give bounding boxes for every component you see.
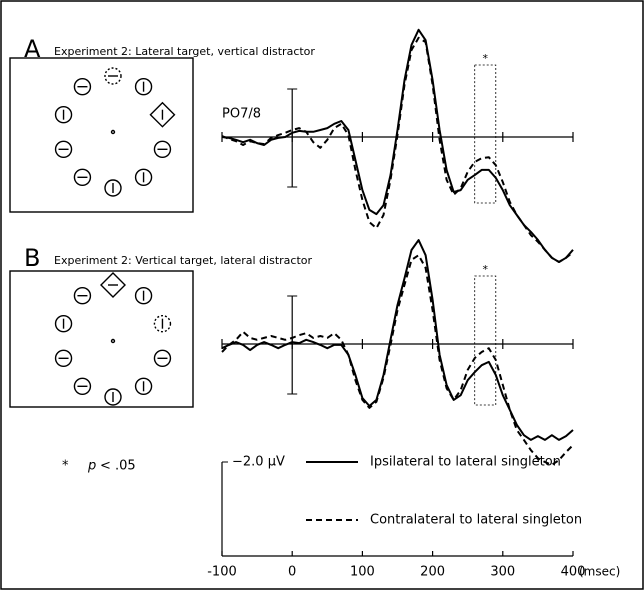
- channel-label: PO7/8: [222, 107, 261, 122]
- x-axis-label: (msec): [579, 565, 620, 579]
- x-tick-label: 0: [288, 565, 296, 580]
- circle-item: [134, 168, 153, 187]
- footnote-text: < .05: [100, 459, 136, 474]
- display-frame: [9, 57, 194, 213]
- scale-bar-label: −2.0 µV: [232, 455, 285, 470]
- circle-item: [54, 314, 73, 333]
- circle-item: [153, 314, 172, 333]
- circle-item: [54, 349, 73, 368]
- circle-item: [54, 105, 73, 124]
- x-tick-label: 100: [350, 565, 375, 580]
- x-tick-label: 300: [490, 565, 515, 580]
- diamond-item: [149, 101, 176, 128]
- waveform: [221, 239, 574, 441]
- circle-item: [134, 286, 153, 305]
- footnote-symbol: p: [87, 459, 96, 474]
- circle-item: [153, 140, 172, 159]
- panel-label: B: [24, 244, 40, 272]
- stimulus-display: [9, 270, 194, 408]
- circle-item: [73, 377, 92, 396]
- circle-item: [73, 286, 92, 305]
- significance-marker: *: [483, 263, 489, 276]
- display-frame: [9, 270, 194, 408]
- circle-item: [134, 377, 153, 396]
- legend-label: Ipsilateral to lateral singleton: [370, 455, 561, 470]
- stimulus-display: [9, 57, 194, 213]
- waveform: [221, 254, 574, 466]
- footnote-marker: *: [62, 459, 69, 474]
- circle-item: [153, 349, 172, 368]
- circle-item: [73, 168, 92, 187]
- circle-item: [104, 179, 122, 197]
- significance-marker: *: [483, 52, 489, 65]
- significance-window: [474, 64, 497, 204]
- waveform: [221, 36, 574, 263]
- panel-title: Experiment 2: Lateral target, vertical d…: [54, 45, 315, 58]
- circle-item: [54, 140, 73, 159]
- significance-window: [474, 275, 497, 406]
- circle-item: [104, 388, 122, 406]
- diamond-item: [100, 272, 126, 298]
- circle-item: [104, 67, 122, 85]
- x-tick-label: -100: [207, 565, 237, 580]
- legend-label: Contralateral to lateral singleton: [370, 513, 582, 528]
- fixation: [110, 129, 116, 135]
- circle-item: [134, 77, 153, 96]
- panel-title: Experiment 2: Vertical target, lateral d…: [54, 254, 312, 267]
- panel-label: A: [24, 35, 41, 63]
- fixation: [110, 338, 116, 344]
- x-tick-label: 400: [561, 565, 586, 580]
- x-tick-label: 200: [420, 565, 445, 580]
- circle-item: [73, 77, 92, 96]
